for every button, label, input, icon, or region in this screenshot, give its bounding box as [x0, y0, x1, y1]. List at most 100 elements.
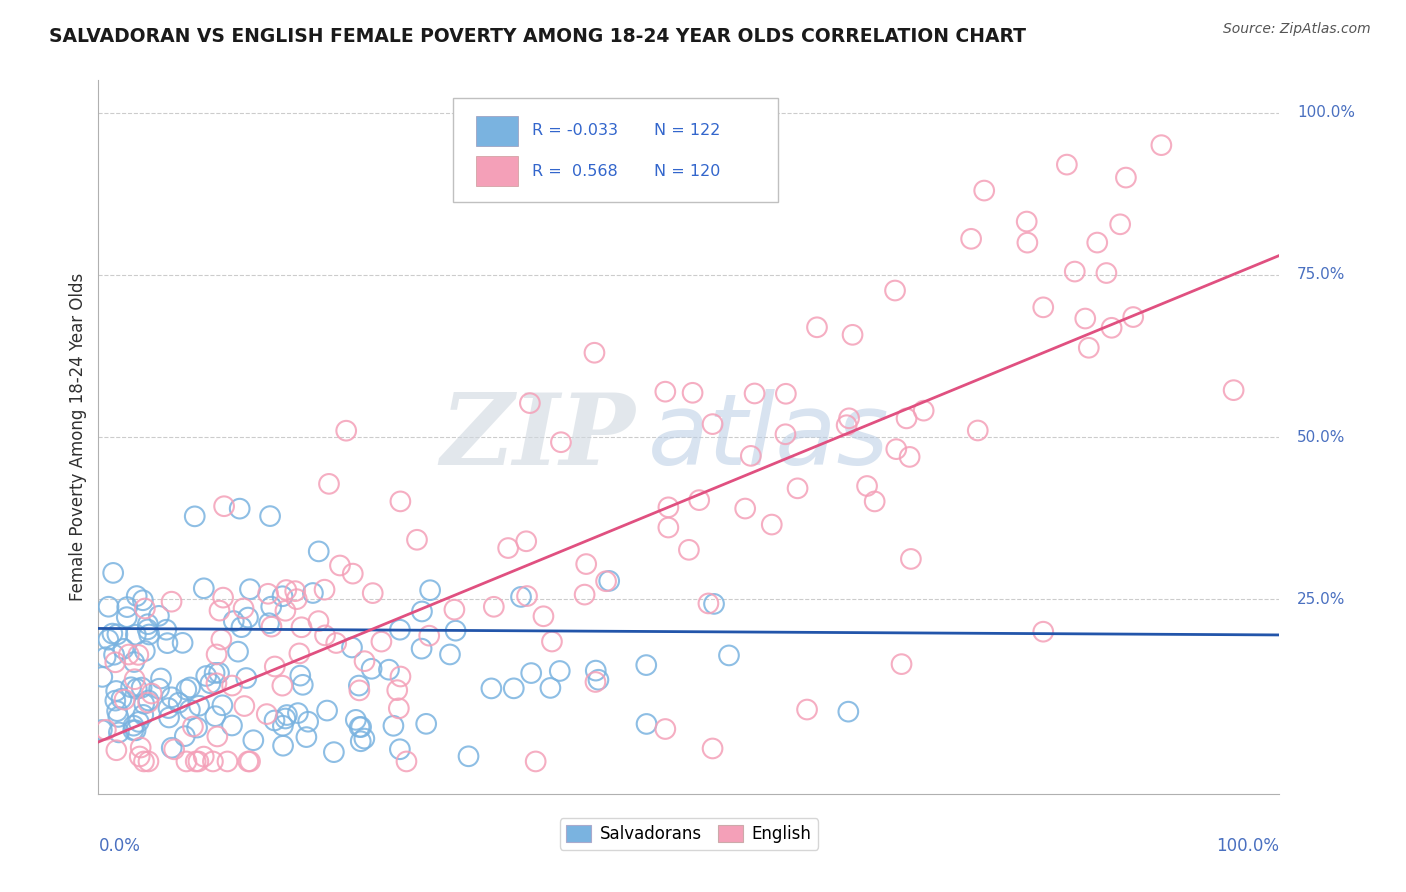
Point — [966, 424, 988, 438]
Point — [207, 730, 229, 744]
Point — [775, 427, 797, 442]
Point — [181, 719, 204, 733]
Point — [295, 730, 318, 744]
Point — [132, 755, 155, 769]
Point — [125, 681, 148, 696]
Point — [205, 676, 228, 690]
Point — [411, 604, 433, 618]
Point — [1074, 311, 1097, 326]
Text: 25.0%: 25.0% — [1298, 591, 1346, 607]
Point — [209, 632, 232, 647]
Point — [734, 501, 756, 516]
Text: ZIP: ZIP — [441, 389, 636, 485]
Point — [186, 721, 208, 735]
Point — [233, 699, 256, 714]
Point — [110, 691, 132, 706]
Point — [636, 658, 658, 673]
Point — [654, 384, 676, 399]
Point — [1085, 235, 1108, 250]
Point — [702, 417, 724, 431]
Point — [574, 588, 596, 602]
Point — [1077, 341, 1099, 355]
Point — [1056, 158, 1078, 172]
Point — [205, 648, 228, 662]
Point — [419, 583, 441, 598]
Point — [124, 723, 146, 738]
Point — [274, 712, 297, 726]
Point — [761, 517, 783, 532]
Point — [134, 697, 156, 711]
Point — [717, 648, 740, 663]
Point — [291, 678, 314, 692]
Point — [112, 641, 135, 656]
Point — [138, 693, 160, 707]
Point — [515, 534, 537, 549]
Point — [91, 670, 114, 684]
Point — [388, 701, 411, 715]
Point — [132, 593, 155, 607]
Point — [184, 509, 207, 524]
Point — [260, 599, 283, 614]
Point — [482, 599, 505, 614]
Point — [548, 664, 571, 678]
Point — [588, 673, 610, 687]
Point — [105, 704, 128, 718]
Point — [176, 682, 198, 697]
Point — [347, 679, 370, 693]
Point — [1101, 320, 1123, 334]
Point — [157, 701, 180, 715]
Point — [349, 720, 371, 734]
Point — [1222, 383, 1244, 397]
Point — [94, 650, 117, 665]
Point — [204, 709, 226, 723]
Point — [835, 418, 858, 433]
Point — [235, 671, 257, 685]
Point — [105, 684, 128, 698]
Point — [284, 584, 307, 599]
Point — [682, 385, 704, 400]
Point — [439, 648, 461, 662]
Point — [841, 327, 863, 342]
FancyBboxPatch shape — [477, 156, 517, 186]
Point — [187, 755, 209, 769]
Point — [340, 640, 363, 655]
Point — [837, 705, 859, 719]
Point — [344, 713, 367, 727]
Point — [179, 703, 201, 717]
Point — [884, 442, 907, 457]
Point — [353, 731, 375, 746]
Point — [115, 600, 138, 615]
Point — [415, 716, 437, 731]
Point — [160, 595, 183, 609]
Point — [575, 557, 598, 571]
Point — [786, 481, 808, 495]
Point — [314, 628, 336, 642]
Point — [1015, 214, 1038, 228]
Point — [131, 681, 153, 695]
Point — [236, 610, 259, 624]
Point — [271, 679, 294, 693]
Point — [890, 657, 912, 672]
Point — [125, 589, 148, 603]
Text: 50.0%: 50.0% — [1298, 430, 1346, 444]
Point — [1063, 264, 1085, 278]
Point — [838, 411, 860, 425]
Point — [221, 679, 243, 693]
Point — [179, 681, 201, 695]
Point — [157, 710, 180, 724]
Point — [389, 669, 412, 683]
Point — [884, 284, 907, 298]
Point — [308, 614, 330, 628]
Point — [697, 596, 720, 610]
Point — [120, 680, 142, 694]
Point — [160, 740, 183, 755]
Point — [533, 609, 555, 624]
Point — [350, 720, 373, 734]
Point — [271, 589, 294, 603]
Point — [479, 681, 502, 696]
Point — [322, 745, 344, 759]
Point — [136, 617, 159, 632]
Point — [232, 601, 254, 615]
Point — [585, 664, 607, 678]
Point — [370, 634, 392, 648]
